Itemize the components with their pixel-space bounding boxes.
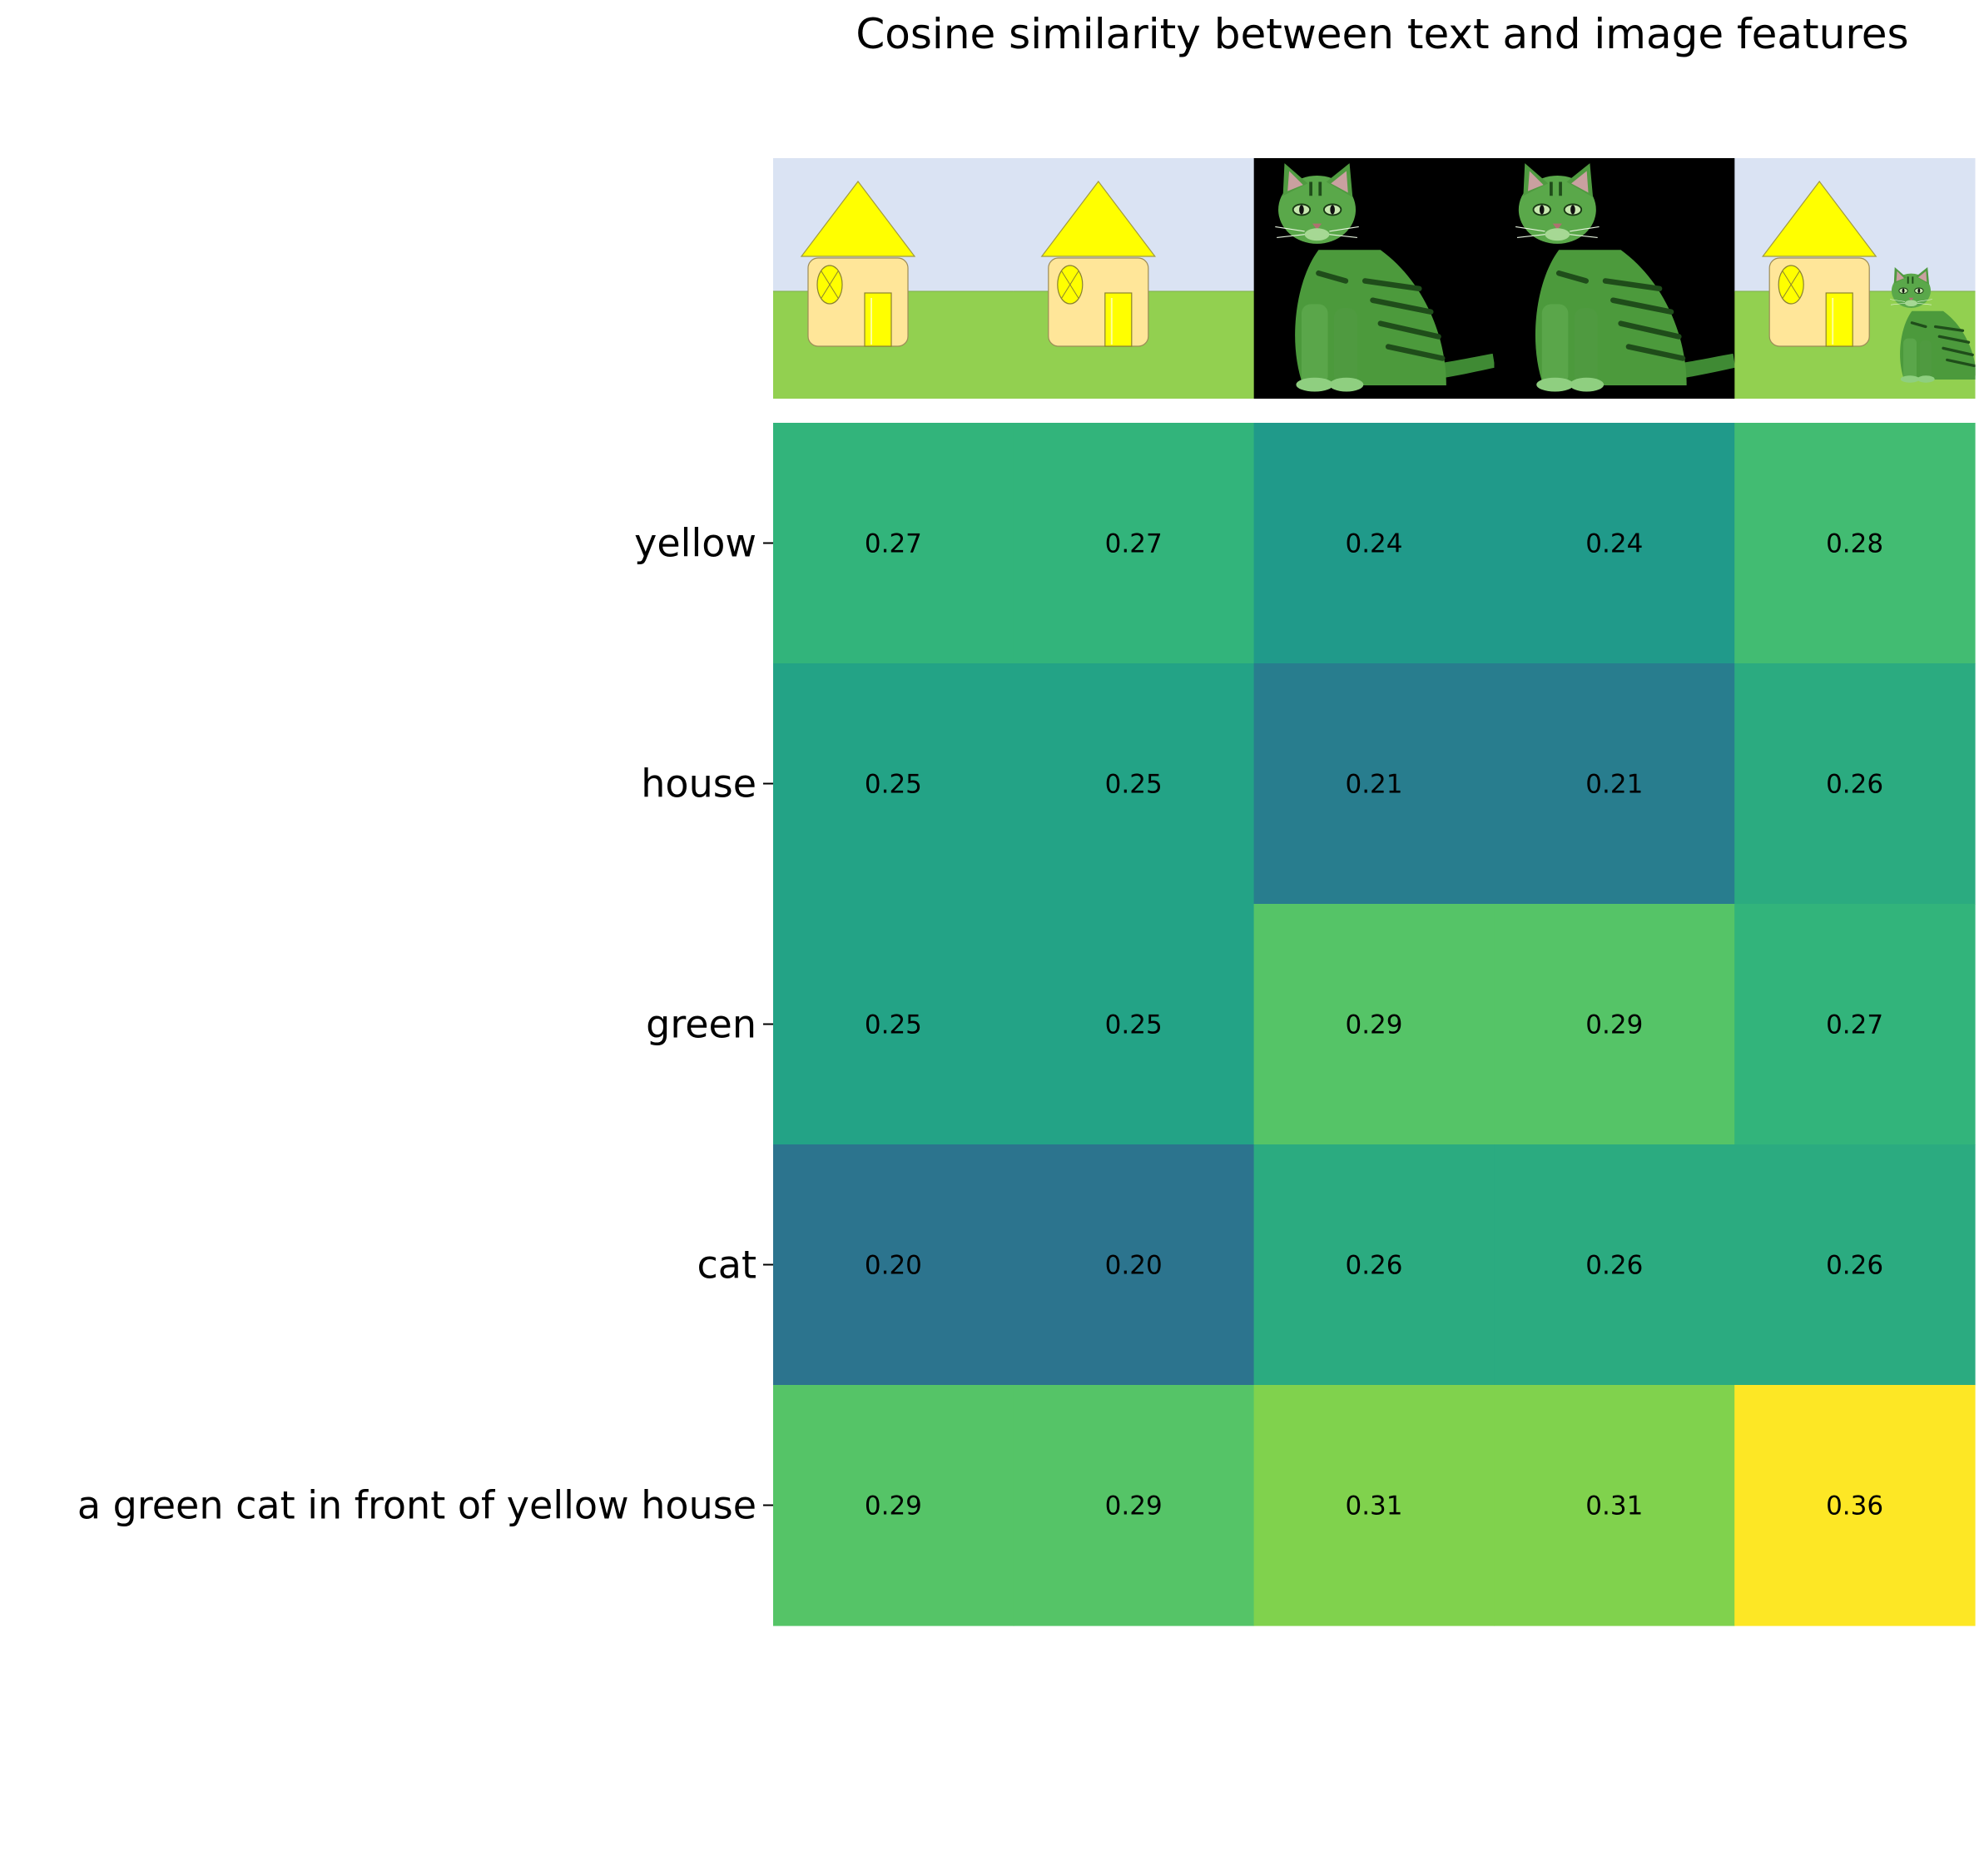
cell-value-label: 0.26 xyxy=(1345,1251,1402,1281)
heatmap-cell xyxy=(773,904,1014,1145)
cell-value-label: 0.31 xyxy=(1585,1491,1643,1521)
cell-value-label: 0.26 xyxy=(1826,770,1883,800)
heatmap-cell xyxy=(1013,904,1255,1145)
cell-value-label: 0.36 xyxy=(1826,1491,1883,1521)
image-thumbnails xyxy=(773,158,1976,399)
heatmap-cell xyxy=(1494,1144,1735,1386)
heatmap-cell xyxy=(1734,904,1976,1145)
house-icon xyxy=(1013,158,1255,399)
cell-value-label: 0.21 xyxy=(1345,770,1402,800)
cell-value-label: 0.25 xyxy=(865,1010,922,1040)
cell-value-label: 0.25 xyxy=(865,770,922,800)
y-tick-label: green xyxy=(646,1002,756,1047)
heatmap-cell xyxy=(1494,1385,1735,1626)
cell-value-label: 0.31 xyxy=(1345,1491,1402,1521)
heatmap-cell xyxy=(1734,663,1976,905)
cell-value-label: 0.29 xyxy=(1345,1010,1402,1040)
heatmap-cell xyxy=(1734,1385,1976,1626)
heatmap-cell xyxy=(1494,663,1735,905)
cell-value-label: 0.27 xyxy=(865,529,922,559)
heatmap-cell xyxy=(1253,904,1495,1145)
heatmap-cell xyxy=(1494,904,1735,1145)
cell-value-label: 0.24 xyxy=(1585,529,1643,559)
chart-title: Cosine similarity between text and image… xyxy=(856,10,1908,58)
y-tick-label: house xyxy=(641,762,756,806)
heatmap-cell xyxy=(773,1385,1014,1626)
heatmap-cell xyxy=(773,1144,1014,1386)
cell-value-label: 0.20 xyxy=(865,1251,922,1281)
cell-value-label: 0.27 xyxy=(1826,1010,1883,1040)
heatmap-cell xyxy=(773,423,1014,664)
cell-value-label: 0.26 xyxy=(1826,1251,1883,1281)
y-tick-label: yellow xyxy=(634,521,756,566)
heatmap-cell xyxy=(1253,663,1495,905)
heatmap-cell xyxy=(1494,423,1735,664)
cell-value-label: 0.29 xyxy=(1585,1010,1643,1040)
heatmap-cell xyxy=(1013,423,1255,664)
heatmap-cell xyxy=(1734,423,1976,664)
cell-value-label: 0.29 xyxy=(1105,1491,1163,1521)
y-axis-labels: yellow house green cat a green cat in front … xyxy=(77,521,773,1528)
cell-value-label: 0.27 xyxy=(1105,529,1163,559)
heatmap-cell xyxy=(1013,1144,1255,1386)
cell-value-label: 0.29 xyxy=(865,1491,922,1521)
cell-value-label: 0.21 xyxy=(1585,770,1643,800)
house-with-cat-icon xyxy=(1734,158,1976,399)
house-icon xyxy=(773,158,1014,399)
heatmap-cells: 0.27 0.27 0.24 0.24 0.28 0.25 0.25 0.21 0.21 0.26… xyxy=(773,423,1976,1626)
cell-value-label: 0.26 xyxy=(1585,1251,1643,1281)
y-tick-label: a green cat in front of yellow house xyxy=(77,1483,756,1528)
cell-value-label: 0.25 xyxy=(1105,1010,1163,1040)
y-tick-label: cat xyxy=(697,1243,756,1288)
cell-value-label: 0.24 xyxy=(1345,529,1402,559)
heatmap-cell xyxy=(1013,663,1255,905)
cat-icon xyxy=(1494,158,1735,399)
heatmap-cell xyxy=(1253,423,1495,664)
heatmap-cell xyxy=(1253,1385,1495,1626)
heatmap-cell xyxy=(1253,1144,1495,1386)
cell-value-label: 0.28 xyxy=(1826,529,1883,559)
heatmap-cell xyxy=(1013,1385,1255,1626)
cell-value-label: 0.25 xyxy=(1105,770,1163,800)
cat-icon xyxy=(1253,158,1495,399)
heatmap-cell xyxy=(773,663,1014,905)
heatmap-cell xyxy=(1734,1144,1976,1386)
cell-value-label: 0.20 xyxy=(1105,1251,1163,1281)
